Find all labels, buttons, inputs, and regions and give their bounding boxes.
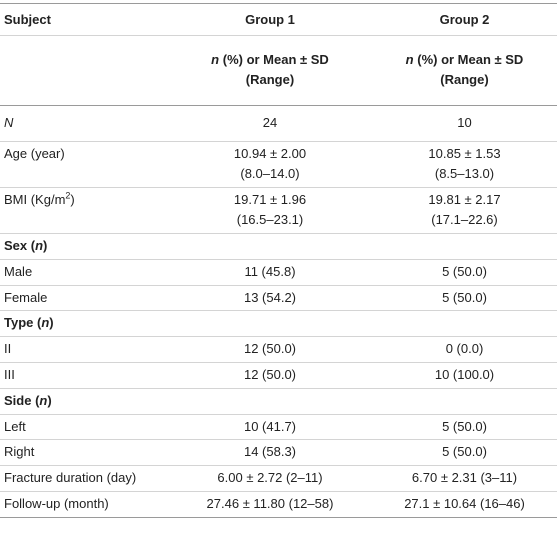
subheader-italic: n <box>405 52 414 67</box>
row-label: Fracture duration (day) <box>4 468 136 488</box>
cell-value: 6.00 ± 2.72 (2–11) <box>217 470 323 486</box>
label-part: II <box>4 341 12 357</box>
row-label: Sex (n) <box>4 236 47 256</box>
cell-value: (8.0–14.0) <box>240 166 300 181</box>
row-label: Right <box>4 442 34 462</box>
label-part: n <box>35 237 44 253</box>
cell-value: (8.5–13.0) <box>434 166 495 181</box>
rule <box>0 362 557 363</box>
subheader: n (%) or Mean ± SD <box>372 50 557 70</box>
label-part: Sex ( <box>4 237 36 253</box>
rule <box>0 3 557 4</box>
label-part: Fracture duration (day) <box>4 470 137 486</box>
cell-value: 6.70 ± 2.31 (3–11) <box>411 470 518 486</box>
label-part: n <box>41 315 50 331</box>
label-part: ) <box>70 192 75 207</box>
cell-value: 27.46 ± 11.80 (12–58) <box>206 495 334 511</box>
cell-value: 24 <box>262 115 278 130</box>
cell-value: 10.94 ± 2.00 <box>233 146 307 161</box>
label-part: Side ( <box>4 392 40 408</box>
cell-value: 10 (100.0) <box>434 366 495 382</box>
subheader-range: (Range) <box>245 72 295 87</box>
subheader-text: (%) or Mean ± SD <box>219 52 329 67</box>
group-header: Group 2 <box>439 12 490 27</box>
cell-value: 5 (50.0) <box>442 418 487 434</box>
label-part: Follow-up (month) <box>4 495 109 511</box>
label-part: n <box>39 392 48 408</box>
label-part: ) <box>49 315 54 331</box>
rule <box>0 141 557 142</box>
cell-value: 19.71 ± 1.96 <box>233 192 307 207</box>
subheader-range: (Range) <box>440 72 489 87</box>
label-part: Female <box>4 289 48 305</box>
row-label: Follow-up (month) <box>4 494 109 514</box>
rule <box>0 285 557 286</box>
subheader-text: (%) or Mean ± SD <box>413 52 524 67</box>
rule <box>0 517 557 518</box>
row-label: Male <box>4 262 32 282</box>
cell-value: 19.81 ± 2.17 <box>428 192 501 207</box>
row-label: BMI (Kg/m2) <box>4 190 75 210</box>
label-part: ) <box>47 392 52 408</box>
cell-value: 5 (50.0) <box>442 289 487 305</box>
row-label: Side (n) <box>4 391 52 411</box>
rule <box>0 105 557 106</box>
rule <box>0 388 557 389</box>
row-label: III <box>4 365 15 385</box>
cell-value: 14 (58.3) <box>243 444 297 460</box>
rule <box>0 491 557 492</box>
row-label: Type (n) <box>4 313 54 333</box>
rule <box>0 414 557 415</box>
rule <box>0 465 557 466</box>
rule <box>0 439 557 440</box>
row-label: II <box>4 339 11 359</box>
subheader-italic: n <box>211 52 220 67</box>
cell-value: 12 (50.0) <box>243 366 297 382</box>
cell-value: 10 (41.7) <box>243 418 297 434</box>
cell-value: 27.1 ± 10.64 (16–46) <box>404 495 525 511</box>
cell-value: 10.85 ± 1.53 <box>428 146 501 161</box>
label-part: N <box>4 115 14 130</box>
cell-value: 5 (50.0) <box>442 263 487 279</box>
cell-value: 11 (45.8) <box>244 263 296 279</box>
cell-value: 10 <box>457 115 472 130</box>
rule <box>0 35 557 36</box>
row-label: Female <box>4 288 47 308</box>
row-label: Left <box>4 417 26 437</box>
label-part: Type ( <box>4 315 42 331</box>
label-part: Age (year) <box>4 146 65 161</box>
cell-value: (16.5–23.1) <box>236 212 304 227</box>
cell-value: 12 (50.0) <box>243 341 297 357</box>
group-header: Group 1 <box>245 12 295 27</box>
label-part: Right <box>4 444 35 460</box>
rule <box>0 187 557 188</box>
label-part: III <box>4 366 15 382</box>
row-label: Age (year) <box>4 144 65 164</box>
cell-value: 0 (0.0) <box>445 341 484 357</box>
label-part: 2 <box>65 190 71 201</box>
label-part: ) <box>43 237 48 253</box>
cell-value: 13 (54.2) <box>243 289 297 305</box>
label-part: Left <box>4 418 26 434</box>
rule <box>0 233 557 234</box>
label-part: BMI (Kg/m <box>4 192 66 207</box>
cell-value: 5 (50.0) <box>442 444 487 460</box>
rule <box>0 310 557 311</box>
subheader: n (%) or Mean ± SD <box>170 50 370 70</box>
rule <box>0 336 557 337</box>
cell-value: (17.1–22.6) <box>431 212 498 227</box>
rule <box>0 259 557 260</box>
label-part: Male <box>4 263 33 279</box>
row-label: N <box>4 113 13 133</box>
header-subject: Subject <box>4 12 51 27</box>
